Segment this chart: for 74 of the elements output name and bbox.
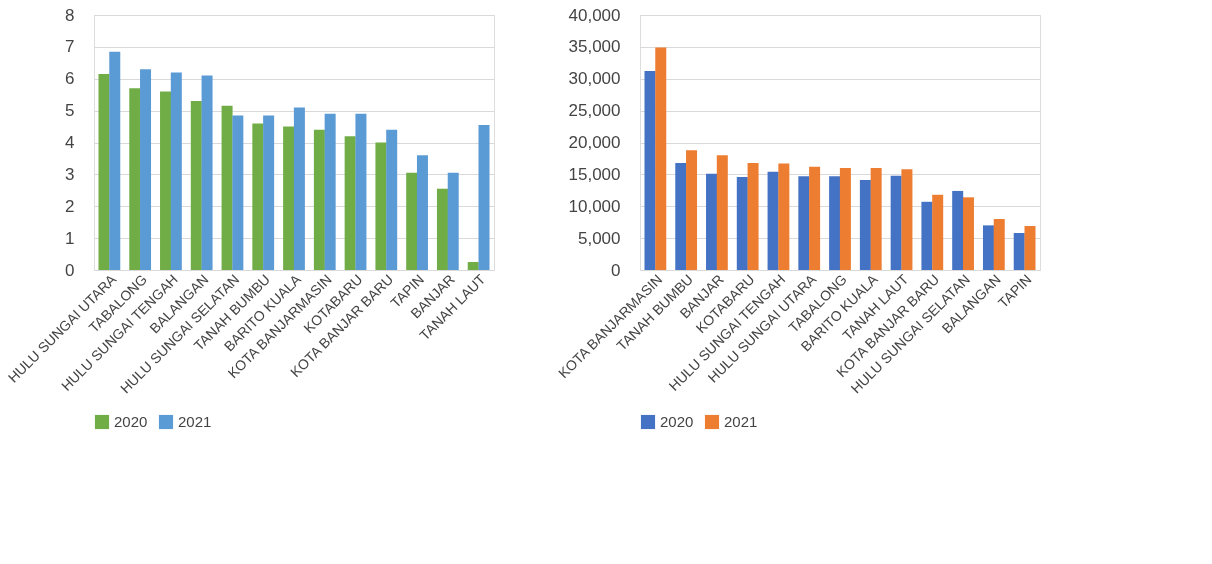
bar bbox=[436, 188, 448, 270]
bar bbox=[170, 72, 182, 270]
bar bbox=[798, 176, 810, 270]
y-tick-label: 0 bbox=[611, 260, 621, 280]
bar bbox=[232, 115, 244, 270]
y-tick-label: 4 bbox=[65, 133, 75, 152]
bar bbox=[283, 126, 295, 270]
bar bbox=[313, 129, 325, 270]
y-tick-label: 7 bbox=[65, 37, 75, 57]
bar bbox=[252, 123, 264, 270]
bar bbox=[375, 142, 387, 270]
y-tick-label: 10,000 bbox=[568, 196, 621, 216]
y-tick-label: 15,000 bbox=[568, 164, 621, 184]
bar bbox=[98, 73, 110, 270]
bar bbox=[140, 69, 152, 270]
bar bbox=[982, 225, 994, 270]
bar bbox=[778, 163, 790, 270]
bar bbox=[386, 129, 398, 270]
y-tick-label: 5,000 bbox=[577, 228, 621, 248]
y-tick-label: 2 bbox=[65, 196, 75, 216]
bar bbox=[344, 136, 356, 270]
y-tick-label: 5 bbox=[65, 101, 75, 121]
bar bbox=[993, 219, 1005, 270]
y-tick-label: 20,000 bbox=[568, 133, 621, 152]
bar bbox=[478, 124, 490, 270]
bar bbox=[324, 113, 336, 270]
bar bbox=[1013, 233, 1025, 270]
bar bbox=[767, 171, 779, 270]
bar bbox=[355, 113, 367, 270]
bar bbox=[675, 162, 687, 270]
legend-label: 2020 bbox=[114, 413, 148, 430]
legend-label: 2021 bbox=[178, 413, 212, 430]
y-tick-label: 35,000 bbox=[568, 37, 621, 57]
bar bbox=[706, 173, 718, 270]
legend-label: 2021 bbox=[724, 413, 758, 430]
bar bbox=[890, 175, 902, 270]
bar bbox=[129, 88, 141, 270]
bar bbox=[870, 168, 882, 270]
bar bbox=[747, 162, 759, 270]
bar bbox=[716, 155, 728, 270]
y-tick-label: 40,000 bbox=[568, 5, 621, 25]
y-tick-label: 6 bbox=[65, 69, 75, 89]
bar bbox=[736, 176, 748, 270]
bar bbox=[190, 101, 202, 270]
bar bbox=[839, 168, 851, 270]
y-tick-label: 30,000 bbox=[568, 69, 621, 89]
bar bbox=[406, 172, 418, 270]
bar bbox=[644, 71, 656, 270]
bar bbox=[962, 197, 974, 270]
bar bbox=[932, 194, 944, 270]
y-tick-label: 1 bbox=[65, 228, 75, 248]
bar bbox=[221, 105, 233, 270]
bar bbox=[160, 91, 172, 270]
bar bbox=[447, 172, 459, 270]
bar bbox=[829, 176, 841, 270]
bar bbox=[201, 75, 213, 270]
bar bbox=[109, 51, 121, 270]
legend-label: 2020 bbox=[660, 413, 694, 430]
bar bbox=[293, 107, 305, 270]
bar bbox=[1024, 226, 1036, 270]
y-tick-label: 8 bbox=[65, 5, 75, 25]
bar bbox=[901, 169, 913, 270]
bar bbox=[263, 115, 275, 270]
y-tick-label: 0 bbox=[65, 260, 75, 280]
bar bbox=[467, 262, 479, 270]
bar bbox=[655, 47, 667, 270]
bar bbox=[952, 190, 964, 270]
bar bbox=[921, 201, 933, 270]
bar bbox=[686, 150, 698, 270]
y-tick-label: 3 bbox=[65, 164, 75, 184]
y-tick-label: 25,000 bbox=[568, 101, 621, 121]
bar bbox=[809, 166, 821, 270]
bar bbox=[859, 180, 871, 270]
bar bbox=[416, 155, 428, 270]
